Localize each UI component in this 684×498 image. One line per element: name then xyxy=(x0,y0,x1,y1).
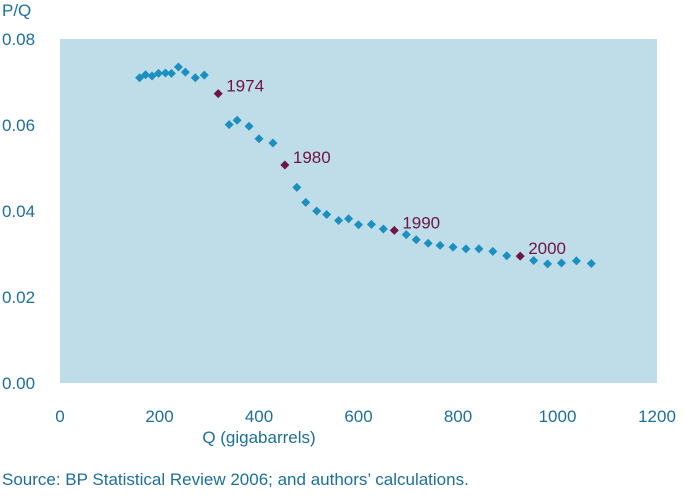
data-point xyxy=(190,73,200,83)
y-tick-label: 0.00 xyxy=(2,374,35,393)
data-point xyxy=(254,134,264,144)
data-point xyxy=(180,67,190,77)
y-tick-label: 0.02 xyxy=(2,288,35,307)
data-point xyxy=(292,182,302,192)
scatter-chart: P/Q 0.00 0.02 0.04 0.06 0.08 0 200 400 600 800 10… xyxy=(2,1,676,447)
highlight-point xyxy=(213,89,223,99)
data-point xyxy=(173,62,183,72)
data-point xyxy=(586,258,596,268)
data-point xyxy=(199,70,209,80)
x-axis-label: Q (gigabarrels) xyxy=(202,428,315,447)
data-point xyxy=(166,68,176,78)
x-tick-label: 200 xyxy=(145,407,173,426)
data-point xyxy=(461,244,471,254)
data-point xyxy=(301,197,311,207)
data-point xyxy=(488,246,498,256)
highlight-point xyxy=(515,251,525,261)
highlight-year-label: 1990 xyxy=(402,213,440,232)
data-point xyxy=(543,259,553,269)
source-note: Source: BP Statistical Review 2006; and … xyxy=(2,470,469,489)
plot-area xyxy=(60,39,657,383)
data-point xyxy=(344,214,354,224)
data-point xyxy=(411,235,421,245)
data-point xyxy=(322,209,332,219)
data-point xyxy=(232,115,242,125)
x-tick-label: 1200 xyxy=(638,407,676,426)
data-point xyxy=(224,120,234,130)
x-tick-label: 400 xyxy=(245,407,273,426)
data-point xyxy=(366,219,376,229)
data-point xyxy=(571,256,581,266)
x-tick-label: 0 xyxy=(55,407,64,426)
x-tick-label: 600 xyxy=(344,407,372,426)
y-tick-label: 0.06 xyxy=(2,116,35,135)
highlight-point xyxy=(280,160,290,170)
y-tick-label: 0.08 xyxy=(2,30,35,49)
highlight-point xyxy=(389,225,399,235)
data-point xyxy=(435,240,445,250)
x-axis-ticks: 0 200 400 600 800 1000 1200 xyxy=(55,407,676,426)
data-point xyxy=(401,230,411,240)
data-point xyxy=(268,138,278,148)
data-point xyxy=(312,206,322,216)
highlight-year-label: 1974 xyxy=(226,77,264,96)
data-point xyxy=(474,244,484,254)
highlight-year-label: 2000 xyxy=(528,239,566,258)
data-point xyxy=(423,238,433,248)
data-point xyxy=(160,68,170,78)
data-point xyxy=(354,220,363,230)
highlighted-years: 1974 1980 1990 2000 xyxy=(213,77,566,261)
y-axis-ticks: 0.00 0.02 0.04 0.06 0.08 xyxy=(2,30,35,393)
data-point xyxy=(378,224,388,234)
data-point xyxy=(334,215,344,225)
y-axis-label: P/Q xyxy=(2,1,31,20)
data-point xyxy=(502,251,512,261)
y-tick-label: 0.04 xyxy=(2,202,35,221)
data-point xyxy=(141,70,151,80)
data-point xyxy=(244,121,254,131)
data-point xyxy=(147,71,157,81)
data-point xyxy=(448,242,458,252)
x-tick-label: 800 xyxy=(444,407,472,426)
data-point xyxy=(529,255,539,265)
data-point xyxy=(556,258,566,268)
data-points xyxy=(135,62,596,269)
highlight-year-label: 1980 xyxy=(293,148,331,167)
x-tick-label: 1000 xyxy=(539,407,577,426)
data-point xyxy=(154,68,164,78)
